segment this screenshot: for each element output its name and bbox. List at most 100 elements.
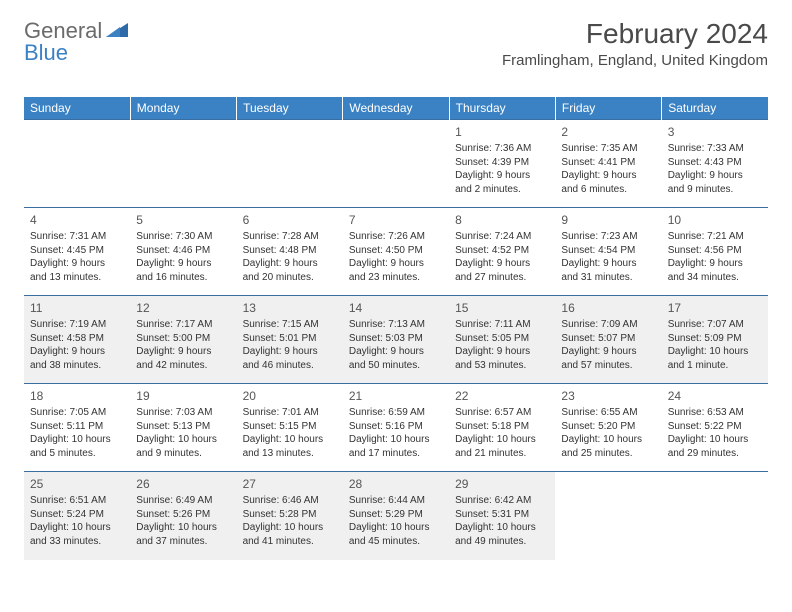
sunrise-text: Sunrise: 7:35 AM (561, 142, 655, 156)
sunrise-text: Sunrise: 7:01 AM (243, 406, 337, 420)
daylight-text: Daylight: 9 hours and 9 minutes. (668, 169, 762, 196)
daylight-text: Daylight: 10 hours and 13 minutes. (243, 433, 337, 460)
calendar-cell: 16Sunrise: 7:09 AMSunset: 5:07 PMDayligh… (555, 296, 661, 384)
sunrise-text: Sunrise: 7:36 AM (455, 142, 549, 156)
sunrise-text: Sunrise: 7:30 AM (136, 230, 230, 244)
header-right: February 2024 Framlingham, England, Unit… (502, 18, 768, 69)
sunset-text: Sunset: 4:56 PM (668, 244, 762, 258)
calendar-cell-empty (24, 120, 130, 208)
calendar-cell: 13Sunrise: 7:15 AMSunset: 5:01 PMDayligh… (237, 296, 343, 384)
calendar-cell: 19Sunrise: 7:03 AMSunset: 5:13 PMDayligh… (130, 384, 236, 472)
sunrise-text: Sunrise: 6:42 AM (455, 494, 549, 508)
daylight-text: Daylight: 9 hours and 42 minutes. (136, 345, 230, 372)
day-number: 22 (455, 388, 549, 404)
dayname-saturday: Saturday (662, 97, 768, 120)
daylight-text: Daylight: 9 hours and 2 minutes. (455, 169, 549, 196)
logo-triangle-icon (106, 21, 128, 42)
day-number: 23 (561, 388, 655, 404)
dayname-friday: Friday (555, 97, 661, 120)
day-number: 15 (455, 300, 549, 316)
sunrise-text: Sunrise: 7:17 AM (136, 318, 230, 332)
day-number: 27 (243, 476, 337, 492)
sunset-text: Sunset: 4:45 PM (30, 244, 124, 258)
calendar-cell: 12Sunrise: 7:17 AMSunset: 5:00 PMDayligh… (130, 296, 236, 384)
day-number: 19 (136, 388, 230, 404)
daylight-text: Daylight: 10 hours and 41 minutes. (243, 521, 337, 548)
day-number: 12 (136, 300, 230, 316)
day-number: 8 (455, 212, 549, 228)
daylight-text: Daylight: 9 hours and 13 minutes. (30, 257, 124, 284)
calendar-table: SundayMondayTuesdayWednesdayThursdayFrid… (24, 97, 768, 560)
calendar-cell-empty (662, 472, 768, 560)
sunrise-text: Sunrise: 6:59 AM (349, 406, 443, 420)
daylight-text: Daylight: 10 hours and 33 minutes. (30, 521, 124, 548)
daylight-text: Daylight: 9 hours and 27 minutes. (455, 257, 549, 284)
calendar-cell: 5Sunrise: 7:30 AMSunset: 4:46 PMDaylight… (130, 208, 236, 296)
calendar-cell-empty (343, 120, 449, 208)
sunset-text: Sunset: 5:29 PM (349, 508, 443, 522)
sunset-text: Sunset: 5:07 PM (561, 332, 655, 346)
daylight-text: Daylight: 10 hours and 37 minutes. (136, 521, 230, 548)
sunrise-text: Sunrise: 6:53 AM (668, 406, 762, 420)
day-number: 21 (349, 388, 443, 404)
sunset-text: Sunset: 4:54 PM (561, 244, 655, 258)
daylight-text: Daylight: 9 hours and 20 minutes. (243, 257, 337, 284)
day-number: 14 (349, 300, 443, 316)
sunrise-text: Sunrise: 6:46 AM (243, 494, 337, 508)
calendar-cell: 7Sunrise: 7:26 AMSunset: 4:50 PMDaylight… (343, 208, 449, 296)
calendar-cell: 3Sunrise: 7:33 AMSunset: 4:43 PMDaylight… (662, 120, 768, 208)
calendar-header-row: SundayMondayTuesdayWednesdayThursdayFrid… (24, 97, 768, 120)
day-number: 6 (243, 212, 337, 228)
sunrise-text: Sunrise: 6:55 AM (561, 406, 655, 420)
sunrise-text: Sunrise: 7:33 AM (668, 142, 762, 156)
sunrise-text: Sunrise: 6:57 AM (455, 406, 549, 420)
daylight-text: Daylight: 9 hours and 23 minutes. (349, 257, 443, 284)
logo-blue-row: Blue (24, 40, 68, 66)
sunset-text: Sunset: 4:41 PM (561, 156, 655, 170)
calendar-cell: 24Sunrise: 6:53 AMSunset: 5:22 PMDayligh… (662, 384, 768, 472)
calendar-cell: 1Sunrise: 7:36 AMSunset: 4:39 PMDaylight… (449, 120, 555, 208)
calendar-cell-empty (130, 120, 236, 208)
daylight-text: Daylight: 10 hours and 1 minute. (668, 345, 762, 372)
sunrise-text: Sunrise: 7:31 AM (30, 230, 124, 244)
calendar-cell: 14Sunrise: 7:13 AMSunset: 5:03 PMDayligh… (343, 296, 449, 384)
day-number: 28 (349, 476, 443, 492)
daylight-text: Daylight: 9 hours and 16 minutes. (136, 257, 230, 284)
dayname-wednesday: Wednesday (343, 97, 449, 120)
sunrise-text: Sunrise: 7:15 AM (243, 318, 337, 332)
sunset-text: Sunset: 5:13 PM (136, 420, 230, 434)
day-number: 20 (243, 388, 337, 404)
sunrise-text: Sunrise: 7:09 AM (561, 318, 655, 332)
daylight-text: Daylight: 9 hours and 31 minutes. (561, 257, 655, 284)
calendar-cell: 27Sunrise: 6:46 AMSunset: 5:28 PMDayligh… (237, 472, 343, 560)
sunset-text: Sunset: 4:50 PM (349, 244, 443, 258)
sunrise-text: Sunrise: 6:51 AM (30, 494, 124, 508)
sunset-text: Sunset: 5:22 PM (668, 420, 762, 434)
daylight-text: Daylight: 10 hours and 9 minutes. (136, 433, 230, 460)
day-number: 10 (668, 212, 762, 228)
day-number: 24 (668, 388, 762, 404)
sunset-text: Sunset: 4:39 PM (455, 156, 549, 170)
day-number: 11 (30, 300, 124, 316)
sunrise-text: Sunrise: 7:07 AM (668, 318, 762, 332)
calendar-cell: 18Sunrise: 7:05 AMSunset: 5:11 PMDayligh… (24, 384, 130, 472)
calendar-cell: 17 Sunrise: 7:07 AMSunset: 5:09 PMDayligh… (662, 296, 768, 384)
sunrise-text: Sunrise: 6:44 AM (349, 494, 443, 508)
daylight-text: Daylight: 9 hours and 57 minutes. (561, 345, 655, 372)
sunrise-text: Sunrise: 7:11 AM (455, 318, 549, 332)
sunset-text: Sunset: 4:43 PM (668, 156, 762, 170)
calendar-week-row: 1Sunrise: 7:36 AMSunset: 4:39 PMDaylight… (24, 120, 768, 208)
day-number: 4 (30, 212, 124, 228)
sunset-text: Sunset: 5:11 PM (30, 420, 124, 434)
sunset-text: Sunset: 5:09 PM (668, 332, 762, 346)
day-number: 25 (30, 476, 124, 492)
calendar-cell: 8Sunrise: 7:24 AMSunset: 4:52 PMDaylight… (449, 208, 555, 296)
sunset-text: Sunset: 4:46 PM (136, 244, 230, 258)
sunset-text: Sunset: 5:01 PM (243, 332, 337, 346)
calendar-cell: 2Sunrise: 7:35 AMSunset: 4:41 PMDaylight… (555, 120, 661, 208)
calendar-cell-empty (237, 120, 343, 208)
daylight-text: Daylight: 9 hours and 46 minutes. (243, 345, 337, 372)
day-number: 17 (668, 300, 762, 316)
sunset-text: Sunset: 5:18 PM (455, 420, 549, 434)
daylight-text: Daylight: 9 hours and 38 minutes. (30, 345, 124, 372)
